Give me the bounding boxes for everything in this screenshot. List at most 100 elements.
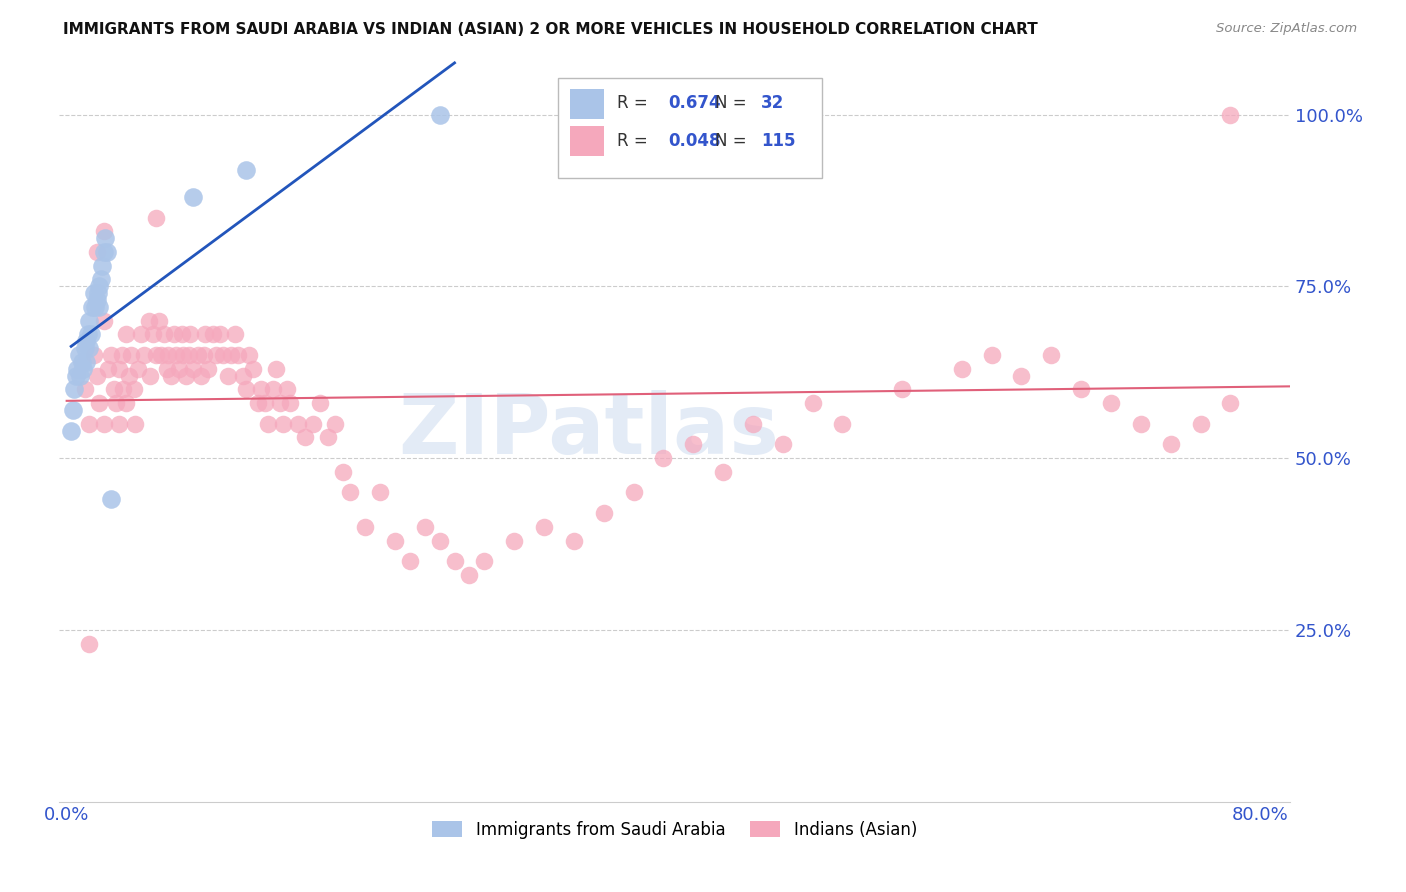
Point <box>1219 396 1241 410</box>
Point <box>115 327 138 342</box>
Point <box>86 244 108 259</box>
Point <box>108 361 131 376</box>
Point <box>592 506 614 520</box>
Point <box>172 348 194 362</box>
Point <box>139 368 162 383</box>
Point <box>79 327 101 342</box>
Point <box>474 554 496 568</box>
Point <box>93 313 115 327</box>
Text: IMMIGRANTS FROM SAUDI ARABIA VS INDIAN (ASIAN) 2 OR MORE VEHICLES IN HOUSEHOLD C: IMMIGRANTS FROM SAUDI ARABIA VS INDIAN (… <box>63 22 1038 37</box>
Point <box>149 348 172 362</box>
Point <box>682 437 704 451</box>
Point <box>62 403 84 417</box>
Point <box>287 417 309 431</box>
Point <box>1129 417 1152 431</box>
Point <box>368 485 391 500</box>
Point <box>257 417 280 431</box>
Point <box>309 396 332 410</box>
Point <box>77 636 100 650</box>
Point <box>1099 396 1122 410</box>
Point <box>120 348 142 362</box>
Point <box>86 293 108 307</box>
Point <box>118 368 141 383</box>
Point <box>1070 383 1092 397</box>
Point <box>103 383 125 397</box>
Point <box>93 417 115 431</box>
Point <box>271 417 294 431</box>
Point <box>197 361 219 376</box>
Point <box>398 554 420 568</box>
Point <box>429 107 451 121</box>
Point <box>77 341 100 355</box>
Point <box>294 430 316 444</box>
Point <box>177 348 200 362</box>
Point <box>94 231 117 245</box>
Point <box>384 533 406 548</box>
Point <box>156 361 179 376</box>
Point <box>122 383 145 397</box>
Point <box>226 348 249 362</box>
Point <box>209 327 232 342</box>
Point <box>224 327 246 342</box>
Point <box>831 417 853 431</box>
Point <box>217 368 239 383</box>
Point <box>100 348 122 362</box>
Point <box>980 348 1002 362</box>
Point <box>458 567 481 582</box>
Point <box>96 244 118 259</box>
Text: 115: 115 <box>761 132 796 150</box>
Point <box>332 465 354 479</box>
Point <box>77 313 100 327</box>
Point <box>301 417 323 431</box>
Point <box>160 368 183 383</box>
Point <box>87 286 110 301</box>
Point <box>323 417 346 431</box>
Point <box>167 361 190 376</box>
Point <box>104 396 127 410</box>
Point <box>163 327 186 342</box>
Point <box>262 383 284 397</box>
Point <box>77 417 100 431</box>
Point <box>111 348 134 362</box>
Point <box>801 396 824 410</box>
Text: R =: R = <box>617 132 652 150</box>
Point <box>249 383 271 397</box>
Point <box>148 313 170 327</box>
Bar <box>569 89 605 119</box>
Legend: Immigrants from Saudi Arabia, Indians (Asian): Immigrants from Saudi Arabia, Indians (A… <box>426 814 924 846</box>
Point <box>235 162 257 177</box>
Point <box>73 383 96 397</box>
Point <box>67 348 90 362</box>
Point <box>238 348 260 362</box>
Point <box>772 437 794 451</box>
Point <box>264 361 287 376</box>
Point <box>75 334 97 349</box>
Point <box>142 327 165 342</box>
Text: Source: ZipAtlas.com: Source: ZipAtlas.com <box>1216 22 1357 36</box>
Point <box>145 211 167 225</box>
Point <box>183 361 205 376</box>
Point <box>157 348 180 362</box>
Point <box>235 383 257 397</box>
Point <box>562 533 585 548</box>
Point <box>212 348 235 362</box>
Point <box>91 259 114 273</box>
Point <box>66 361 89 376</box>
Point <box>219 348 242 362</box>
Point <box>269 396 291 410</box>
Point <box>127 361 149 376</box>
Point <box>170 327 193 342</box>
Point <box>280 396 302 410</box>
Point <box>83 286 105 301</box>
Point <box>134 348 156 362</box>
Point <box>742 417 765 431</box>
Point <box>179 327 201 342</box>
Point <box>165 348 187 362</box>
Text: R =: R = <box>617 95 652 112</box>
Point <box>83 348 105 362</box>
Point <box>246 396 269 410</box>
Point <box>1040 348 1063 362</box>
Text: N =: N = <box>716 95 752 112</box>
Point <box>533 520 555 534</box>
Point <box>232 368 254 383</box>
